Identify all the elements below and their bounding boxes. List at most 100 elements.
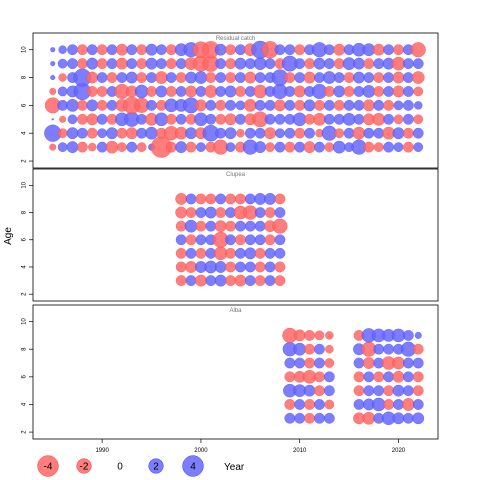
bubble: [185, 261, 197, 273]
bubble: [333, 100, 345, 111]
bubble: [403, 385, 414, 396]
bubble: [383, 72, 394, 83]
bubble: [372, 112, 386, 126]
bubble: [214, 261, 227, 273]
bubble: [324, 399, 335, 410]
bubble: [383, 343, 394, 355]
bubble: [86, 99, 99, 112]
bubble: [194, 71, 208, 84]
panel-frame: [32, 304, 439, 440]
bubble: [224, 85, 237, 98]
bubble: [58, 45, 67, 54]
bubble: [343, 72, 355, 83]
bubble: [195, 207, 207, 218]
bubble: [225, 193, 236, 205]
bubble: [412, 357, 424, 369]
bubble: [294, 44, 306, 56]
bubble: [215, 86, 227, 97]
bubble: [204, 206, 217, 219]
bubble: [254, 220, 266, 232]
bubble: [215, 58, 227, 69]
bubble: [403, 113, 414, 125]
bubble: [383, 371, 394, 383]
bubble: [314, 330, 325, 341]
bubble: [274, 248, 286, 259]
x-tick-label: 1990: [95, 448, 109, 454]
bubble: [253, 57, 267, 70]
bubble: [343, 100, 355, 111]
bubble: [353, 371, 365, 383]
bubble: [334, 128, 345, 139]
bubble: [117, 142, 127, 152]
bubble: [333, 72, 345, 83]
bubble: [284, 44, 296, 56]
bubble: [403, 141, 414, 153]
bubble: [155, 71, 168, 84]
bubble: [323, 71, 336, 84]
bubble: [165, 58, 177, 69]
bubble: [373, 142, 384, 152]
x-tick-label: 2000: [194, 448, 208, 454]
panel-title: Clupea: [226, 172, 246, 178]
bubble: [195, 220, 207, 232]
bubble: [185, 207, 197, 218]
bubble: [275, 128, 285, 139]
bubble: [96, 44, 108, 56]
bubble: [145, 43, 158, 56]
bubble: [196, 142, 206, 152]
bubble: [96, 58, 108, 69]
bubble: [86, 57, 99, 70]
bubble: [392, 370, 405, 383]
bubble: [175, 86, 187, 97]
bubble: [244, 127, 256, 139]
bubble: [254, 141, 267, 153]
bubble: [284, 127, 296, 139]
bubble: [236, 129, 245, 138]
bubble: [244, 247, 257, 260]
bubble: [225, 58, 236, 69]
bubble: [235, 86, 246, 97]
bubble: [363, 371, 375, 383]
bubble: [215, 127, 227, 139]
bubble: [264, 207, 276, 218]
bubble: [86, 44, 98, 56]
bubble: [146, 86, 157, 97]
bubble: [274, 44, 286, 56]
bubble: [323, 58, 335, 69]
bubble: [235, 234, 246, 246]
bubble: [403, 330, 414, 341]
bubble: [66, 99, 79, 112]
bubble: [254, 275, 266, 286]
bubble: [284, 412, 296, 424]
bubble: [324, 358, 335, 368]
bubble: [383, 113, 394, 125]
bubble: [88, 142, 97, 152]
bubble: [332, 140, 346, 154]
bubble: [403, 357, 414, 369]
bubble: [175, 248, 187, 259]
bubble: [393, 114, 404, 125]
bubble: [294, 127, 306, 139]
bubble: [304, 330, 315, 341]
bubble: [403, 86, 414, 97]
bubble: [274, 207, 286, 218]
bubble: [383, 86, 394, 97]
bubble: [224, 113, 237, 126]
bubble: [284, 141, 296, 153]
bubble: [175, 261, 187, 273]
bubble: [125, 127, 138, 140]
bubble: [414, 101, 423, 110]
y-tick-label: 8: [22, 75, 28, 79]
bubble: [373, 385, 385, 396]
bubble: [304, 343, 315, 355]
bubble: [383, 385, 394, 396]
bubble: [234, 57, 247, 70]
bubble: [325, 331, 334, 340]
bubble: [383, 141, 394, 153]
bubble: [146, 100, 157, 111]
bubble: [244, 275, 256, 286]
bubble: [294, 357, 306, 369]
bubble: [363, 127, 375, 139]
bubble: [77, 127, 88, 139]
bubble: [254, 127, 266, 139]
